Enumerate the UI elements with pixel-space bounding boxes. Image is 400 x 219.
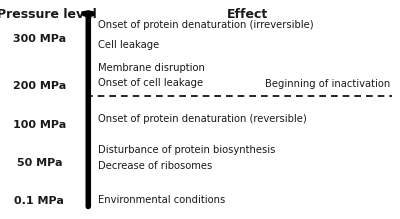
Text: Disturbance of protein biosynthesis: Disturbance of protein biosynthesis	[98, 145, 276, 155]
Text: Onset of protein denaturation (irreversible): Onset of protein denaturation (irreversi…	[98, 20, 314, 30]
Text: 200 MPa: 200 MPa	[13, 81, 66, 91]
Text: 50 MPa: 50 MPa	[16, 158, 62, 168]
Text: Beginning of inactivation: Beginning of inactivation	[265, 79, 390, 89]
Text: Environmental conditions: Environmental conditions	[98, 195, 225, 205]
Text: 300 MPa: 300 MPa	[13, 34, 66, 44]
Text: Pressure level: Pressure level	[0, 8, 97, 21]
Text: 100 MPa: 100 MPa	[13, 120, 66, 129]
Text: Effect: Effect	[226, 8, 268, 21]
Text: Onset of protein denaturation (reversible): Onset of protein denaturation (reversibl…	[98, 114, 307, 124]
Text: Membrane disruption: Membrane disruption	[98, 63, 205, 73]
Text: Cell leakage: Cell leakage	[98, 40, 159, 50]
Text: Onset of cell leakage: Onset of cell leakage	[98, 78, 203, 88]
Text: 0.1 MPa: 0.1 MPa	[14, 196, 64, 206]
Text: Decrease of ribosomes: Decrease of ribosomes	[98, 161, 212, 171]
